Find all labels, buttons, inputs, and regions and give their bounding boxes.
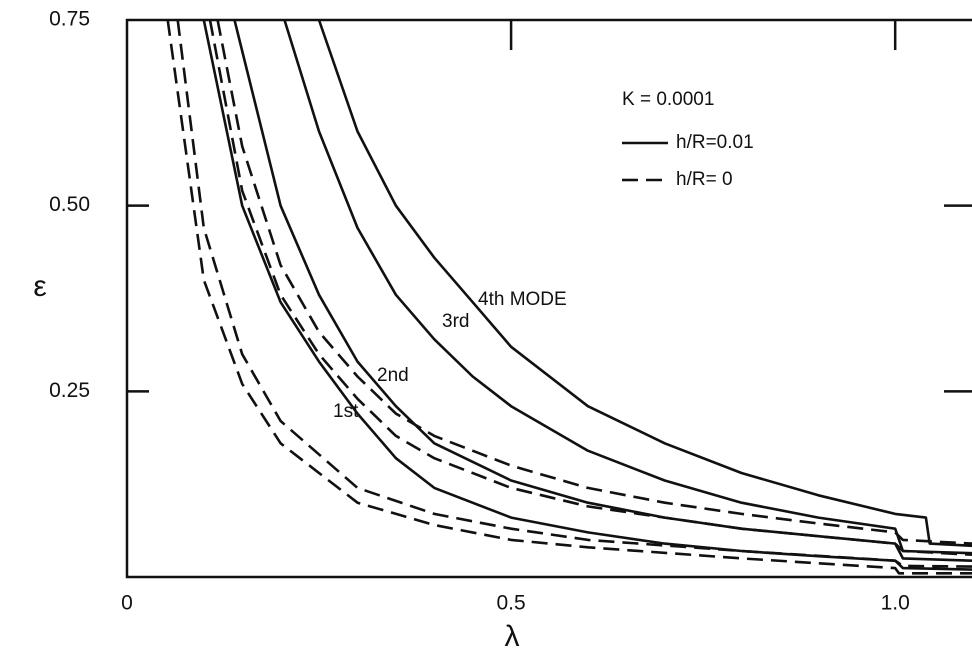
x-tick-label: 1.0 (881, 592, 910, 615)
curve (283, 19, 972, 555)
legend-label: h/R= 0 (676, 169, 733, 190)
curve-label: 4th MODE (478, 289, 567, 310)
curve-label: 1st (333, 401, 359, 422)
y-tick-label: 0.50 (49, 193, 90, 216)
x-tick-label: 0 (121, 592, 133, 615)
curves (166, 19, 972, 575)
curve (233, 19, 972, 562)
curve (208, 19, 972, 556)
curve (176, 19, 972, 568)
curve (166, 19, 972, 575)
y-axis-label: ε (33, 270, 46, 303)
legend-label: h/R=0.01 (676, 132, 754, 153)
plot-frame (125, 18, 972, 579)
legend-title: K = 0.0001 (622, 89, 714, 110)
x-tick-label: 0.5 (496, 592, 525, 615)
curve-label: 3rd (442, 311, 469, 332)
curve (216, 19, 972, 545)
curve-label: 2nd (377, 365, 409, 386)
x-axis-label: λ (505, 620, 520, 653)
y-tick-label: 0.75 (49, 8, 90, 31)
y-tick-label: 0.25 (49, 379, 90, 402)
curve (317, 19, 972, 548)
